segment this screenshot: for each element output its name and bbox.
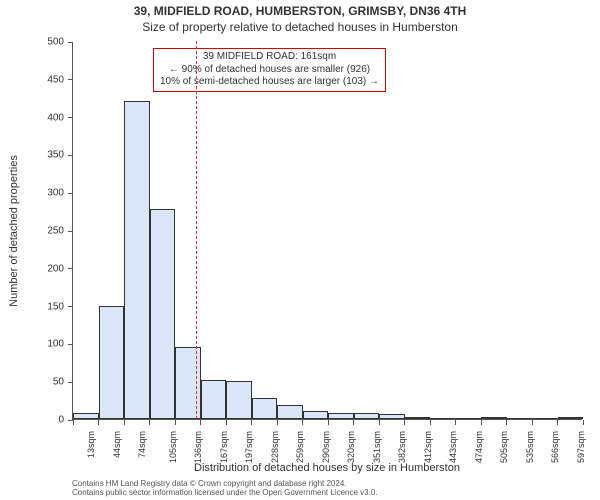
- x-tick-label: 351sqm: [372, 431, 382, 463]
- x-tick-label: 136sqm: [193, 431, 203, 463]
- x-tick-label: 74sqm: [137, 431, 147, 458]
- x-tick-label: 44sqm: [112, 431, 122, 458]
- x-tick: [328, 420, 329, 425]
- y-tick: [68, 231, 73, 232]
- x-tick: [149, 420, 150, 425]
- x-tick: [226, 420, 227, 425]
- x-tick-label: 167sqm: [219, 431, 229, 463]
- x-tick-label: 290sqm: [321, 431, 331, 463]
- histogram-bar: [354, 413, 380, 419]
- x-tick: [200, 420, 201, 425]
- histogram-bar: [252, 398, 278, 419]
- x-tick: [430, 420, 431, 425]
- histogram-bar: [328, 413, 354, 419]
- x-tick-label: 535sqm: [525, 431, 535, 463]
- y-tick-label: 450: [34, 74, 64, 85]
- plot-area: 39 MIDFIELD ROAD: 161sqm ← 90% of detach…: [72, 42, 582, 420]
- histogram-bar: [226, 381, 252, 419]
- y-tick-label: 500: [34, 37, 64, 48]
- x-tick-label: 13sqm: [86, 431, 96, 458]
- histogram-bar: [481, 417, 507, 419]
- y-tick: [68, 193, 73, 194]
- footer-line2: Contains public sector information licen…: [72, 488, 582, 498]
- y-tick-label: 100: [34, 339, 64, 350]
- x-tick: [124, 420, 125, 425]
- x-tick: [379, 420, 380, 425]
- x-tick: [277, 420, 278, 425]
- histogram-bar: [73, 413, 99, 419]
- x-tick: [404, 420, 405, 425]
- x-tick: [532, 420, 533, 425]
- footer-text: Contains HM Land Registry data © Crown c…: [72, 479, 582, 498]
- x-tick: [251, 420, 252, 425]
- x-tick-label: 412sqm: [423, 431, 433, 463]
- x-tick: [353, 420, 354, 425]
- y-tick-label: 0: [34, 415, 64, 426]
- x-tick-label: 320sqm: [346, 431, 356, 463]
- x-tick-label: 597sqm: [576, 431, 586, 463]
- footer-line1: Contains HM Land Registry data © Crown c…: [72, 479, 582, 489]
- y-tick-label: 250: [34, 226, 64, 237]
- x-tick: [506, 420, 507, 425]
- y-axis-label: Number of detached properties: [8, 155, 20, 307]
- x-tick-label: 566sqm: [550, 431, 560, 463]
- x-tick-label: 443sqm: [448, 431, 458, 463]
- y-tick: [68, 306, 73, 307]
- histogram-bar: [558, 417, 584, 419]
- histogram-bar: [124, 101, 150, 419]
- histogram-bar: [405, 417, 431, 419]
- y-tick-label: 350: [34, 150, 64, 161]
- y-tick: [68, 382, 73, 383]
- y-tick: [68, 155, 73, 156]
- x-tick: [481, 420, 482, 425]
- marker-line: [196, 41, 197, 419]
- x-tick-label: 259sqm: [295, 431, 305, 463]
- y-tick-label: 50: [34, 377, 64, 388]
- x-tick: [557, 420, 558, 425]
- x-tick-label: 474sqm: [474, 431, 484, 463]
- histogram-bar: [303, 411, 329, 419]
- histogram-bar: [277, 405, 303, 419]
- x-tick: [98, 420, 99, 425]
- chart-title: 39, MIDFIELD ROAD, HUMBERSTON, GRIMSBY, …: [0, 4, 600, 18]
- x-tick: [175, 420, 176, 425]
- y-tick: [68, 268, 73, 269]
- chart-subtitle: Size of property relative to detached ho…: [0, 20, 600, 34]
- x-tick-label: 105sqm: [168, 431, 178, 463]
- y-tick: [68, 42, 73, 43]
- annotation-line1: 39 MIDFIELD ROAD: 161sqm: [160, 51, 379, 64]
- x-tick: [455, 420, 456, 425]
- histogram-bar: [507, 418, 533, 419]
- y-tick-label: 300: [34, 188, 64, 199]
- x-tick: [583, 420, 584, 425]
- annotation-line3: 10% of semi-detached houses are larger (…: [160, 76, 379, 89]
- histogram-bar: [430, 418, 456, 419]
- y-tick-label: 400: [34, 112, 64, 123]
- y-tick: [68, 344, 73, 345]
- y-tick: [68, 117, 73, 118]
- x-tick: [302, 420, 303, 425]
- x-tick-label: 505sqm: [499, 431, 509, 463]
- histogram-bar: [456, 418, 482, 419]
- histogram-bar: [201, 380, 227, 419]
- histogram-bar: [379, 414, 405, 419]
- histogram-bar: [99, 306, 125, 419]
- x-tick-label: 197sqm: [244, 431, 254, 463]
- annotation-line2: ← 90% of detached houses are smaller (92…: [160, 64, 379, 77]
- histogram-bar: [532, 418, 558, 419]
- annotation-box: 39 MIDFIELD ROAD: 161sqm ← 90% of detach…: [153, 48, 386, 92]
- y-tick-label: 150: [34, 301, 64, 312]
- x-tick-label: 382sqm: [397, 431, 407, 463]
- x-tick: [73, 420, 74, 425]
- y-tick-label: 200: [34, 263, 64, 274]
- x-tick-label: 228sqm: [270, 431, 280, 463]
- y-tick: [68, 79, 73, 80]
- histogram-bar: [150, 209, 176, 419]
- x-axis-label: Distribution of detached houses by size …: [72, 462, 582, 474]
